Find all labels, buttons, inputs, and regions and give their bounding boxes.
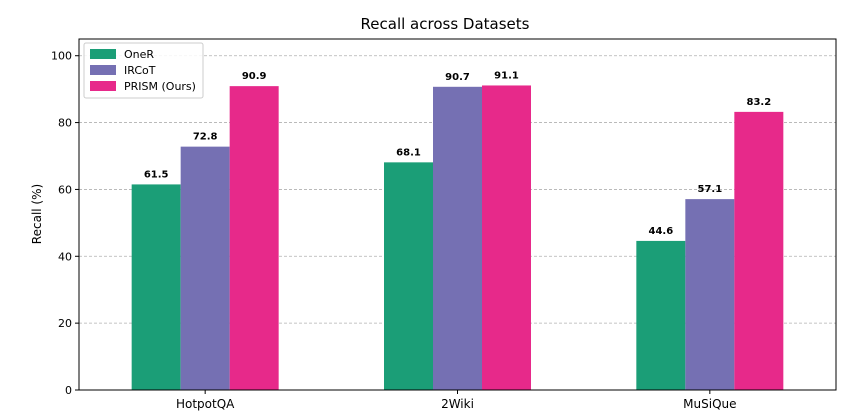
y-axis-label: Recall (%) bbox=[30, 184, 44, 244]
x-tick-label: 2Wiki bbox=[441, 397, 474, 411]
bar-value-label: 72.8 bbox=[193, 132, 218, 143]
legend-swatch bbox=[90, 65, 116, 75]
bar bbox=[482, 85, 531, 391]
bar-value-label: 57.1 bbox=[697, 184, 722, 195]
bar bbox=[180, 146, 230, 390]
bar-value-label: 83.2 bbox=[746, 97, 771, 108]
bar-value-label: 61.5 bbox=[144, 169, 169, 180]
chart-title: Recall across Datasets bbox=[361, 15, 530, 33]
y-tick-label: 60 bbox=[58, 183, 72, 196]
bar-value-label: 91.1 bbox=[494, 70, 519, 81]
x-axis: HotpotQA 2Wiki MuSiQue bbox=[176, 390, 737, 411]
legend-label: IRCoT bbox=[124, 64, 156, 77]
bar bbox=[734, 111, 784, 391]
bar-value-label: 90.9 bbox=[242, 71, 267, 82]
bar bbox=[384, 162, 433, 390]
y-tick-label: 0 bbox=[65, 384, 72, 397]
y-axis: 0 20 40 60 80 100 bbox=[51, 50, 79, 397]
bar bbox=[636, 240, 686, 390]
bar-value-label: 44.6 bbox=[648, 226, 673, 237]
legend-swatch bbox=[90, 49, 116, 59]
legend: OneR IRCoT PRISM (Ours) bbox=[83, 42, 204, 99]
bar bbox=[131, 184, 181, 390]
y-tick-label: 100 bbox=[51, 50, 72, 63]
y-tick-label: 20 bbox=[58, 317, 72, 330]
y-tick-label: 40 bbox=[58, 250, 72, 263]
bar bbox=[685, 199, 735, 390]
bar bbox=[229, 86, 279, 391]
bars bbox=[131, 85, 784, 391]
bar-value-label: 90.7 bbox=[445, 72, 470, 83]
y-tick-label: 80 bbox=[58, 117, 72, 130]
legend-swatch bbox=[90, 81, 116, 91]
bar bbox=[433, 86, 482, 390]
x-tick-label: HotpotQA bbox=[176, 397, 235, 411]
x-tick-label: MuSiQue bbox=[683, 397, 736, 411]
value-labels: 61.5 72.8 90.9 68.1 90.7 91.1 44.6 57.1 83.2 bbox=[144, 70, 771, 236]
legend-label: OneR bbox=[124, 48, 154, 61]
legend-label: PRISM (Ours) bbox=[124, 80, 196, 93]
bar-value-label: 68.1 bbox=[396, 147, 421, 158]
